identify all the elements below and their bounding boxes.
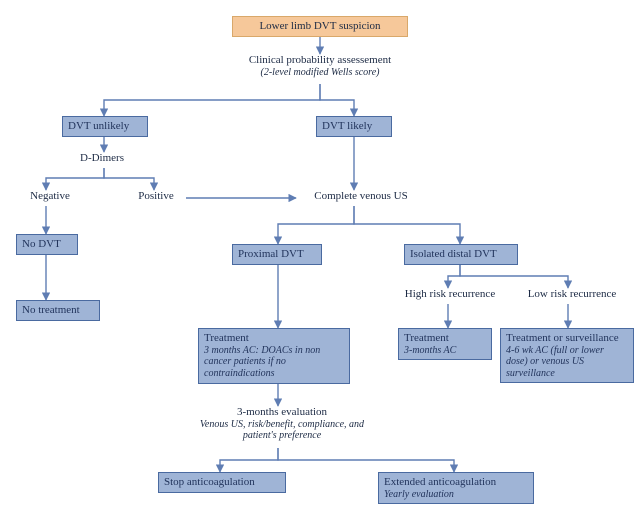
node-label: DVT likely — [322, 120, 372, 132]
node-label: Extended anticoagulation — [384, 476, 496, 488]
node-isolated_dvt: Isolated distal DVT — [404, 244, 518, 265]
node-no_dvt: No DVT — [16, 234, 78, 255]
edge — [220, 448, 278, 472]
node-eval_3m: 3-months evaluationVenous US, risk/benef… — [198, 406, 366, 448]
node-label: Treatment — [404, 332, 449, 344]
edge — [460, 264, 568, 288]
node-treatment_ac: Treatment3-months AC — [398, 328, 492, 360]
node-dvt_unlikely: DVT unlikely — [62, 116, 148, 137]
node-sublabel: 3 months AC: DOACs in non cancer patient… — [204, 345, 344, 380]
node-proximal_dvt: Proximal DVT — [232, 244, 322, 265]
node-label: Isolated distal DVT — [410, 248, 497, 260]
edge — [278, 448, 454, 472]
node-label: No treatment — [22, 304, 80, 316]
node-label: Negative — [30, 190, 70, 202]
node-negative: Negative — [20, 190, 80, 206]
node-stop_ac: Stop anticoagulation — [158, 472, 286, 493]
node-sublabel: Venous US, risk/benefit, compliance, and… — [198, 419, 366, 442]
node-positive: Positive — [126, 190, 186, 206]
node-sublabel: 3-months AC — [404, 345, 486, 357]
node-label: Treatment or surveillance — [506, 332, 619, 344]
node-label: Lower limb DVT suspicion — [259, 20, 380, 32]
edge — [104, 168, 154, 190]
node-label: Proximal DVT — [238, 248, 304, 260]
node-label: Clinical probability assessement — [249, 54, 391, 66]
node-start: Lower limb DVT suspicion — [232, 16, 408, 37]
node-dvt_likely: DVT likely — [316, 116, 392, 137]
edge — [448, 264, 460, 288]
node-ext_ac: Extended anticoagulationYearly evaluatio… — [378, 472, 534, 504]
node-label: Complete venous US — [314, 190, 408, 202]
node-treatment_prox: Treatment3 months AC: DOACs in non cance… — [198, 328, 350, 384]
node-label: D-Dimers — [80, 152, 124, 164]
edge — [278, 206, 354, 244]
node-high_risk: High risk recurrence — [390, 288, 510, 304]
node-label: Positive — [138, 190, 173, 202]
node-label: Treatment — [204, 332, 249, 344]
node-label: High risk recurrence — [405, 288, 495, 300]
node-label: Low risk recurrence — [528, 288, 617, 300]
node-complete_us: Complete venous US — [296, 190, 426, 206]
node-no_treatment: No treatment — [16, 300, 100, 321]
node-sublabel: 4-6 wk AC (full or lower dose) or venous… — [506, 345, 628, 380]
node-label: DVT unlikely — [68, 120, 129, 132]
node-treat_surv: Treatment or surveillance4-6 wk AC (full… — [500, 328, 634, 383]
node-label: Stop anticoagulation — [164, 476, 255, 488]
edge — [46, 168, 104, 190]
node-sublabel: Yearly evaluation — [384, 489, 528, 501]
node-label: 3-months evaluation — [237, 406, 327, 418]
edge — [104, 84, 320, 116]
node-low_risk: Low risk recurrence — [512, 288, 632, 304]
edge — [320, 84, 354, 116]
node-ddimers: D-Dimers — [72, 152, 132, 168]
node-sublabel: (2-level modified Wells score) — [192, 67, 448, 79]
node-label: No DVT — [22, 238, 61, 250]
edge — [354, 206, 460, 244]
node-clin_prob: Clinical probability assessement(2-level… — [192, 54, 448, 84]
